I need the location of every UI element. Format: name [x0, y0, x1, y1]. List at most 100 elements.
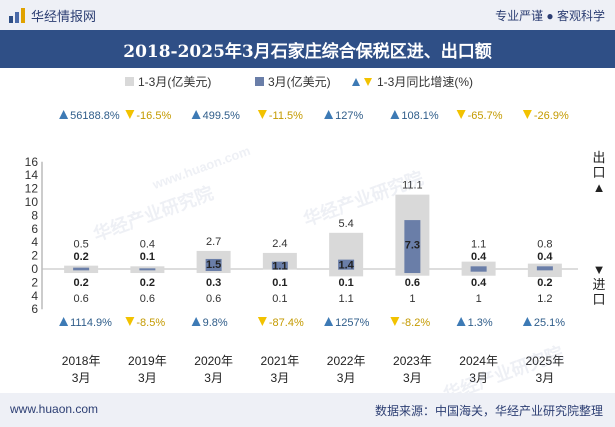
- growth-import-up-triangle-icon: [324, 317, 334, 326]
- growth-export-up-triangle-icon: [390, 110, 400, 119]
- legend-up-triangle-icon: [352, 78, 360, 86]
- growth-import-up-triangle-icon: [191, 317, 201, 326]
- x-tick-label: 2023年: [393, 354, 432, 368]
- x-tick-label: 2022年: [327, 354, 366, 368]
- y-tick-label: 10: [25, 195, 39, 209]
- legend-label: 1-3月(亿美元): [138, 74, 211, 89]
- growth-import-up-triangle-icon: [456, 317, 466, 326]
- data-label-monthly-import: 0.2: [537, 277, 552, 289]
- bar-monthly-export: [73, 267, 90, 269]
- growth-export-down-triangle-icon: [125, 110, 135, 119]
- data-label-monthly-export: 1.4: [338, 259, 354, 271]
- growth-export-label: -16.5%: [136, 110, 171, 122]
- bar-cumulative-import: [527, 269, 562, 278]
- x-tick-label: 2018年: [62, 354, 101, 368]
- growth-import-label: 1.3%: [468, 317, 493, 329]
- growth-export-label: -26.9%: [534, 110, 569, 122]
- data-label-cumulative-export: 11.1: [402, 180, 423, 192]
- growth-export-label: 499.5%: [203, 110, 241, 122]
- footer-source: 数据来源：中国海关，华经产业研究院整理: [374, 404, 603, 418]
- chart-title-bar: 2018-2025年3月石家庄综合保税区进、出口额: [0, 30, 615, 68]
- y-tick-label: 6: [31, 222, 38, 236]
- bar-monthly-export: [139, 268, 156, 269]
- growth-export-label: -65.7%: [468, 110, 503, 122]
- legend-down-triangle-icon: [364, 78, 372, 86]
- bar-cumulative-import: [329, 269, 364, 277]
- bar-monthly-export: [338, 259, 355, 269]
- data-label-cumulative-export: 0.4: [140, 239, 155, 251]
- bar-monthly-import: [73, 269, 90, 271]
- chart-title: 2018-2025年3月石家庄综合保税区进、出口额: [123, 41, 492, 62]
- growth-import-up-triangle-icon: [522, 317, 532, 326]
- bar-monthly-import: [139, 269, 156, 271]
- data-label-cumulative-export: 2.4: [272, 238, 287, 250]
- bar-cumulative-import: [130, 269, 165, 274]
- bar-monthly-export: [404, 220, 421, 269]
- growth-export-label: -11.5%: [269, 110, 303, 122]
- data-label-cumulative-export: 5.4: [338, 218, 353, 230]
- data-label-monthly-import: 0.1: [338, 277, 353, 289]
- growth-import-up-triangle-icon: [59, 317, 69, 326]
- growth-export-label: 108.1%: [401, 110, 439, 122]
- bar-monthly-import: [205, 269, 222, 272]
- data-label-monthly-export: 1.1: [272, 260, 287, 272]
- x-tick-label: 2020年: [194, 354, 233, 368]
- bar-cumulative-export: [130, 266, 165, 269]
- growth-export-up-triangle-icon: [191, 110, 201, 119]
- bar-monthly-export: [470, 266, 487, 269]
- legend-swatch: [125, 77, 134, 86]
- bar-monthly-export: [205, 258, 222, 269]
- bar-monthly-import: [338, 269, 355, 270]
- data-label-cumulative-export: 0.5: [73, 239, 88, 251]
- y-tick-label: 0: [31, 262, 38, 276]
- growth-import-label: -87.4%: [269, 317, 304, 329]
- x-tick-label: 3月: [469, 371, 488, 385]
- y-tick-label: 4: [31, 289, 38, 303]
- data-label-cumulative-export: 1.1: [471, 239, 486, 251]
- growth-import-label: 1257%: [335, 317, 369, 329]
- bar-monthly-export: [536, 266, 553, 269]
- bar-monthly-export: [271, 261, 288, 269]
- data-label-monthly-import: 0.4: [471, 277, 487, 289]
- growth-import-label: 1114.9%: [70, 317, 112, 329]
- data-label-monthly-import: 0.1: [272, 277, 287, 289]
- growth-import-label: -8.2%: [401, 317, 430, 329]
- growth-export-down-triangle-icon: [456, 110, 466, 119]
- bar-cumulative-export: [64, 265, 99, 269]
- data-label-cumulative-import: 1.2: [537, 293, 552, 305]
- brand-name: 华经情报网: [31, 8, 97, 24]
- data-label-cumulative-import: 0.6: [206, 293, 221, 305]
- bar-cumulative-import: [64, 269, 99, 274]
- y-tick-label: 6: [31, 302, 38, 316]
- bar-cumulative-import: [461, 269, 496, 276]
- y-tick-label: 12: [25, 182, 39, 196]
- y-tick-label: 16: [25, 155, 39, 169]
- growth-import-down-triangle-icon: [390, 317, 400, 326]
- x-tick-label: 3月: [536, 371, 555, 385]
- x-tick-label: 3月: [271, 371, 290, 385]
- data-label-cumulative-import: 0.6: [73, 293, 88, 305]
- growth-export-down-triangle-icon: [257, 110, 267, 119]
- bar-cumulative-import: [196, 269, 231, 274]
- x-tick-label: 2019年: [128, 354, 167, 368]
- y-tick-label: 14: [25, 168, 39, 182]
- growth-import-label: -8.5%: [136, 317, 165, 329]
- bar-monthly-import: [536, 269, 553, 271]
- brand[interactable]: 华经情报网: [8, 6, 96, 24]
- data-label-monthly-export: 7.3: [405, 240, 420, 252]
- x-tick-label: 3月: [72, 371, 91, 385]
- data-label-monthly-import: 0.2: [140, 277, 155, 289]
- x-tick-label: 2024年: [459, 354, 498, 368]
- chart-area: 1-3月(亿美元) 3月(亿美元) 1-3月同比增速(%)1614121086420…: [25, 74, 578, 385]
- bar-monthly-import: [470, 269, 487, 272]
- y-tick-label: 4: [31, 235, 38, 249]
- bar-monthly-import: [404, 269, 421, 274]
- footer-url[interactable]: www.huaon.com: [10, 402, 99, 416]
- export-side-label: 出口▲: [592, 150, 606, 195]
- data-label-cumulative-export: 2.7: [206, 236, 221, 248]
- data-label-cumulative-import: 0.1: [272, 293, 287, 305]
- legend-label: 1-3月同比增速(%): [377, 75, 473, 89]
- x-tick-label: 2025年: [526, 354, 565, 368]
- data-label-cumulative-import: 1: [476, 293, 482, 305]
- growth-import-label: 9.8%: [203, 317, 228, 329]
